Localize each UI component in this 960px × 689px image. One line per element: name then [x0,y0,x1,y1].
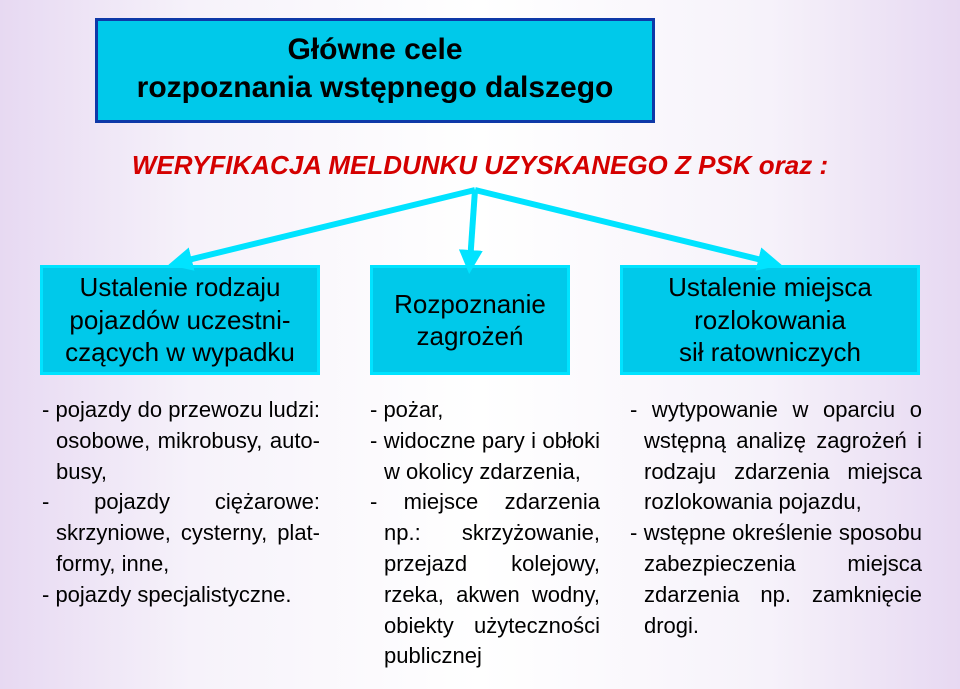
category-box-1: Ustalenie rodzaju pojazdów uczestni- czą… [40,265,320,375]
cat2-line1: Rozpoznanie [394,289,546,319]
cat3-line3: sił ratowniczych [679,337,861,367]
list-item: - pojazdy do przewozu ludzi: osobowe, mi… [42,395,320,487]
bullets-col-1: - pojazdy do przewozu ludzi: osobowe, mi… [42,395,320,611]
bullets-col-2: - pożar,- widoczne pary i obłoki w okoli… [370,395,600,672]
cat3-line2: rozlokowania [694,305,846,335]
bullets-col-3: - wytypowanie w oparciu o wstępną analiz… [630,395,922,641]
category-box-3: Ustalenie miejsca rozlokowania sił ratow… [620,265,920,375]
list-item: - wytypowanie w oparciu o wstępną analiz… [630,395,922,518]
title-line1: Główne cele [287,33,462,66]
slide-content: Główne cele rozpoznania wstępnego dalsze… [0,0,960,689]
list-item: - pojazdy specjalistyczne. [42,580,320,611]
cat1-line1: Ustalenie rodzaju [80,272,281,302]
cat3-line1: Ustalenie miejsca [668,272,872,302]
list-item: - pożar, [370,395,600,426]
title-line2: rozpoznania wstępnego dalszego [137,71,614,104]
list-item: - widoczne pary i obłoki w okolicy zdarz… [370,426,600,488]
title-box: Główne cele rozpoznania wstępnego dalsze… [95,18,655,123]
subtitle: WERYFIKACJA MELDUNKU UZYSKANEGO Z PSK or… [80,150,880,181]
cat2-line2: zagrożeń [417,321,524,351]
list-item: - miejsce zdarzenia np.: skrzyżowanie, p… [370,487,600,672]
list-item: - wstępne określenie sposobu zabezpiecze… [630,518,922,641]
cat1-line2: pojazdów uczestni- [69,305,290,335]
list-item: - pojazdy ciężarowe: skrzyniowe, cystern… [42,487,320,579]
cat1-line3: czących w wypadku [65,337,295,367]
category-box-2: Rozpoznanie zagrożeń [370,265,570,375]
